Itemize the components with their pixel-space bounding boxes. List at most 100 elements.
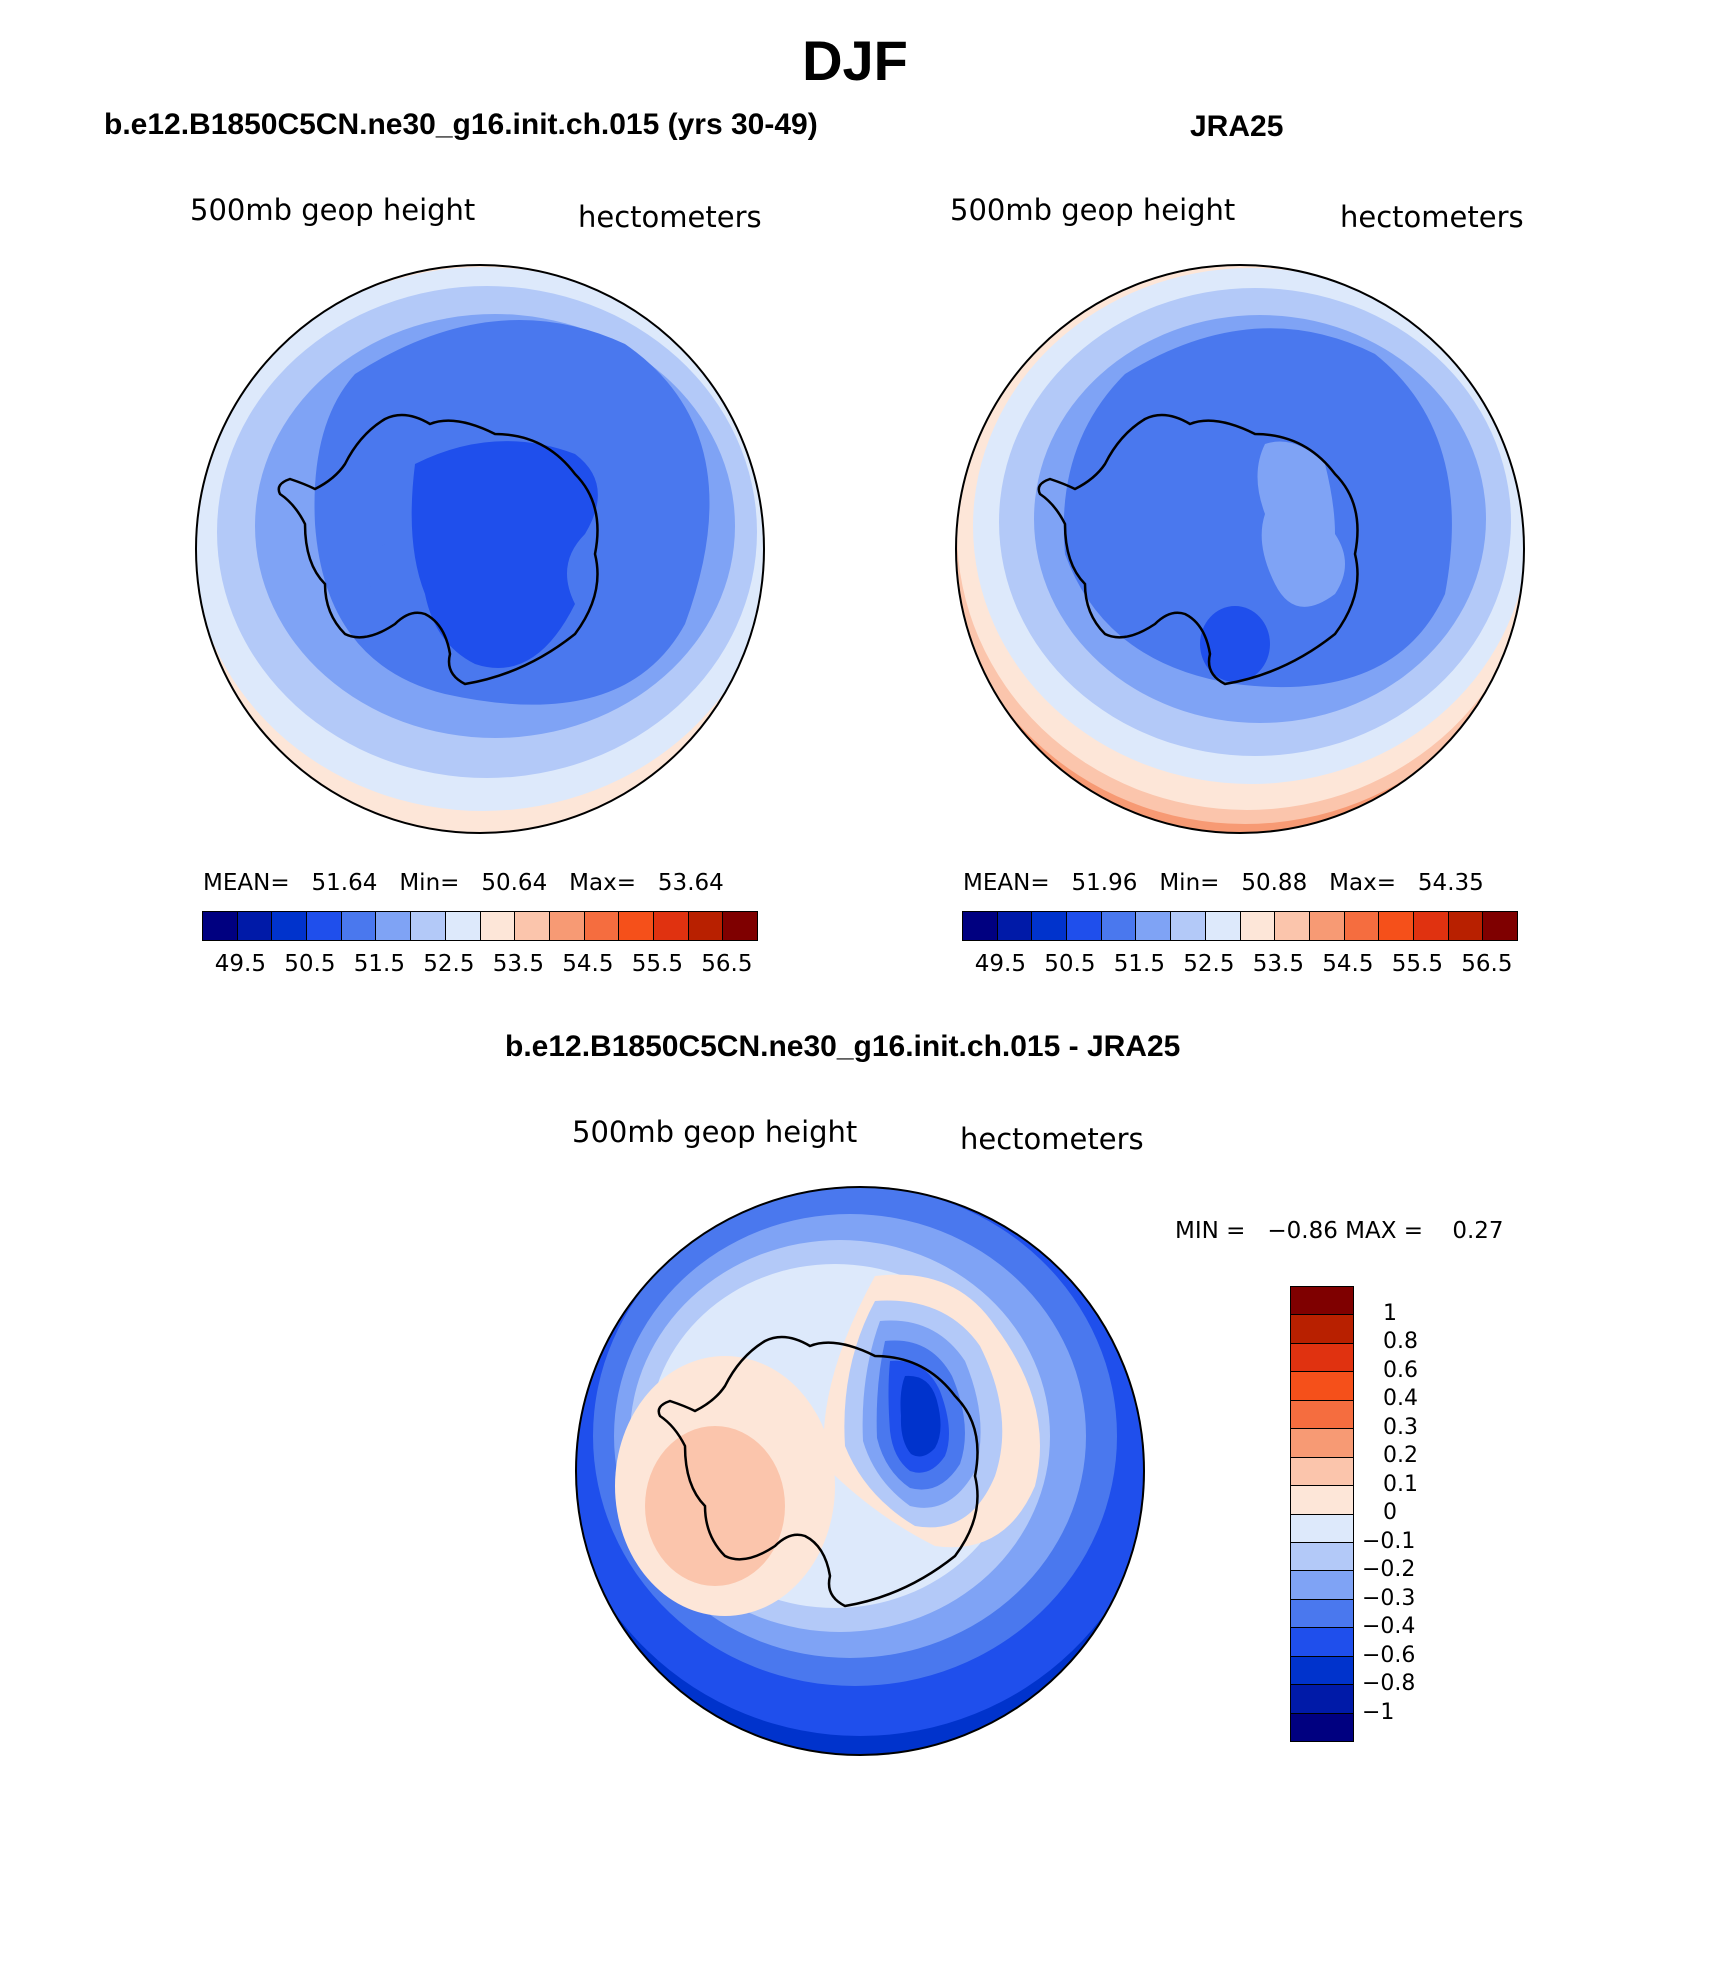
colorbar-swatch: [272, 912, 308, 940]
panel-3-map: [575, 1186, 1145, 1756]
colorbar-tick-label: 0.3: [1383, 1414, 1418, 1440]
colorbar-swatch: [963, 912, 998, 940]
min-value: −0.86: [1267, 1218, 1338, 1244]
colorbar-tick-label: 0.1: [1383, 1471, 1418, 1497]
colorbar-swatch: [723, 912, 757, 940]
colorbar-swatch: [653, 912, 689, 940]
mean-label: MEAN=: [963, 870, 1050, 896]
colorbar-swatch: [688, 912, 724, 940]
colorbar-tick-label: 50.5: [1044, 951, 1096, 977]
colorbar-swatch: [1291, 1542, 1353, 1572]
colorbar-tick-label: 51.5: [353, 951, 405, 977]
max-value: 53.64: [657, 870, 724, 896]
colorbar-swatch: [1309, 912, 1345, 940]
colorbar-swatch: [1291, 1514, 1353, 1543]
colorbar-swatch: [1291, 1287, 1353, 1316]
colorbar-swatch: [1291, 1457, 1353, 1487]
mean-value: 51.64: [311, 870, 378, 896]
max-label: Max=: [569, 870, 636, 896]
colorbar-swatch: [480, 912, 516, 940]
colorbar-tick-label: 53.5: [492, 951, 544, 977]
panel-3-colorbar: [1290, 1286, 1354, 1742]
panel-3-stats: MIN = −0.86 MAX = 0.27: [1175, 1218, 1504, 1244]
colorbar-tick-label: 0.6: [1383, 1357, 1418, 1383]
mean-label: MEAN=: [203, 870, 290, 896]
colorbar-tick-label: 54.5: [562, 951, 614, 977]
colorbar-swatch: [1101, 912, 1137, 940]
colorbar-swatch: [549, 912, 585, 940]
panel-1-colorbar: [202, 911, 758, 941]
colorbar-swatch: [341, 912, 377, 940]
colorbar-tick-label: 52.5: [423, 951, 475, 977]
min-value: 50.88: [1241, 870, 1308, 896]
colorbar-tick-label: 56.5: [1461, 951, 1513, 977]
colorbar-tick-label: 52.5: [1183, 951, 1235, 977]
colorbar-swatch: [1067, 912, 1102, 940]
colorbar-tick-label: −0.8: [1362, 1671, 1416, 1696]
colorbar-tick-label: −0.2: [1362, 1557, 1416, 1582]
panel-3-units: hectometers: [960, 1122, 1144, 1156]
colorbar-swatch: [1032, 912, 1068, 940]
panel-1-map: [195, 264, 765, 834]
colorbar-swatch: [1291, 1685, 1353, 1714]
colorbar-tick-label: 49.5: [974, 951, 1026, 977]
colorbar-swatch: [1291, 1400, 1353, 1430]
min-label: MIN =: [1175, 1218, 1246, 1244]
colorbar-swatch: [1291, 1315, 1353, 1344]
colorbar-tick-label: 0: [1383, 1500, 1397, 1525]
colorbar-swatch: [1291, 1571, 1353, 1600]
colorbar-swatch: [1291, 1429, 1353, 1458]
min-label: Min=: [399, 870, 460, 896]
colorbar-tick-label: −0.1: [1362, 1528, 1416, 1554]
colorbar-swatch: [619, 912, 654, 940]
panel-2-colorbar: [962, 911, 1518, 941]
colorbar-swatch: [203, 912, 238, 940]
colorbar-swatch: [1291, 1372, 1353, 1401]
colorbar-tick-label: 55.5: [1391, 951, 1443, 977]
max-value: 0.27: [1452, 1218, 1504, 1244]
colorbar-swatch: [1136, 912, 1172, 940]
min-value: 50.64: [481, 870, 548, 896]
colorbar-tick-label: 1: [1383, 1300, 1397, 1326]
colorbar-swatch: [1291, 1656, 1353, 1686]
colorbar-tick-label: −1: [1362, 1699, 1395, 1725]
min-label: Min=: [1159, 870, 1220, 896]
colorbar-tick-label: 49.5: [214, 951, 266, 977]
colorbar-tick-label: 0.4: [1383, 1386, 1418, 1411]
panel-1-stats: MEAN= 51.64 Min= 50.64 Max= 53.64: [203, 870, 724, 896]
max-label: MAX =: [1345, 1218, 1424, 1244]
main-title: DJF: [802, 29, 908, 92]
colorbar-swatch: [1483, 912, 1517, 940]
max-label: Max=: [1329, 870, 1396, 896]
colorbar-tick-label: −0.3: [1362, 1585, 1416, 1611]
panel-3-variable: 500mb geop height: [572, 1115, 858, 1149]
colorbar-swatch: [1205, 912, 1241, 940]
panel-2-title: JRA25: [1190, 110, 1284, 143]
colorbar-swatch: [1291, 1599, 1353, 1629]
colorbar-tick-label: 55.5: [631, 951, 683, 977]
colorbar-swatch: [1275, 912, 1310, 940]
colorbar-tick-label: 54.5: [1322, 951, 1374, 977]
colorbar-swatch: [584, 912, 620, 940]
colorbar-swatch: [1413, 912, 1449, 940]
colorbar-swatch: [445, 912, 481, 940]
panel-3-title: b.e12.B1850C5CN.ne30_g16.init.ch.015 - J…: [505, 1030, 1181, 1063]
colorbar-swatch: [1379, 912, 1414, 940]
panel-2-units: hectometers: [1340, 200, 1524, 234]
colorbar-swatch: [411, 912, 446, 940]
colorbar-swatch: [1344, 912, 1380, 940]
panel-1-units: hectometers: [578, 200, 762, 234]
colorbar-tick-label: 50.5: [284, 951, 336, 977]
colorbar-swatch: [1171, 912, 1206, 940]
panel-2-map: [955, 264, 1525, 834]
colorbar-tick-label: 56.5: [701, 951, 753, 977]
colorbar-swatch: [1291, 1343, 1353, 1373]
colorbar-swatch: [515, 912, 550, 940]
colorbar-tick-label: −0.4: [1362, 1614, 1416, 1639]
colorbar-tick-label: 0.2: [1383, 1443, 1418, 1468]
colorbar-tick-label: 51.5: [1113, 951, 1165, 977]
colorbar-swatch: [997, 912, 1033, 940]
panel-2-variable: 500mb geop height: [950, 193, 1236, 227]
max-value: 54.35: [1417, 870, 1484, 896]
panel-1-variable: 500mb geop height: [190, 193, 476, 227]
